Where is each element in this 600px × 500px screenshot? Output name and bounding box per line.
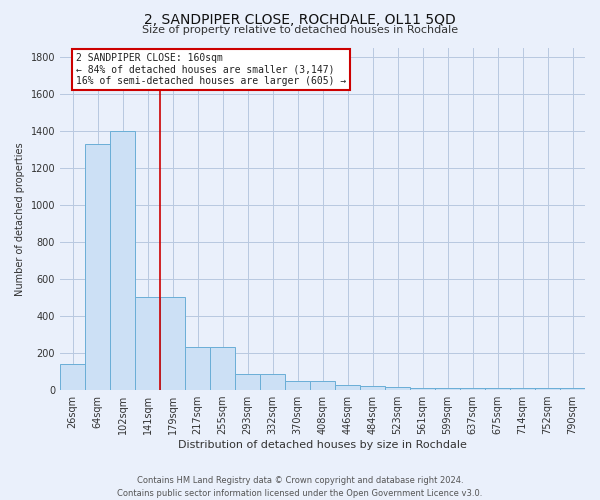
Bar (310, 381, 335, 390)
Bar (535, 388, 560, 390)
Bar (135, 298, 160, 390)
Bar (460, 388, 485, 390)
Bar (360, 386, 385, 390)
Text: Size of property relative to detached houses in Rochdale: Size of property relative to detached ho… (142, 25, 458, 35)
Bar (85, 144, 110, 390)
Bar (260, 374, 285, 390)
Bar (335, 386, 360, 390)
Text: 2 SANDPIPER CLOSE: 160sqm
← 84% of detached houses are smaller (3,147)
16% of se: 2 SANDPIPER CLOSE: 160sqm ← 84% of detac… (76, 52, 346, 86)
Bar (160, 298, 185, 390)
Bar (110, 131, 135, 390)
X-axis label: Distribution of detached houses by size in Rochdale: Distribution of detached houses by size … (178, 440, 467, 450)
Bar (560, 388, 585, 390)
Bar (210, 348, 235, 390)
Bar (510, 388, 535, 390)
Bar (185, 348, 210, 390)
Bar (385, 388, 410, 390)
Bar (60, 364, 85, 390)
Text: 2, SANDPIPER CLOSE, ROCHDALE, OL11 5QD: 2, SANDPIPER CLOSE, ROCHDALE, OL11 5QD (144, 12, 456, 26)
Y-axis label: Number of detached properties: Number of detached properties (15, 142, 25, 296)
Bar (435, 388, 460, 390)
Bar (235, 374, 260, 390)
Bar (285, 381, 310, 390)
Bar (485, 388, 510, 390)
Bar (410, 388, 435, 390)
Text: Contains HM Land Registry data © Crown copyright and database right 2024.
Contai: Contains HM Land Registry data © Crown c… (118, 476, 482, 498)
